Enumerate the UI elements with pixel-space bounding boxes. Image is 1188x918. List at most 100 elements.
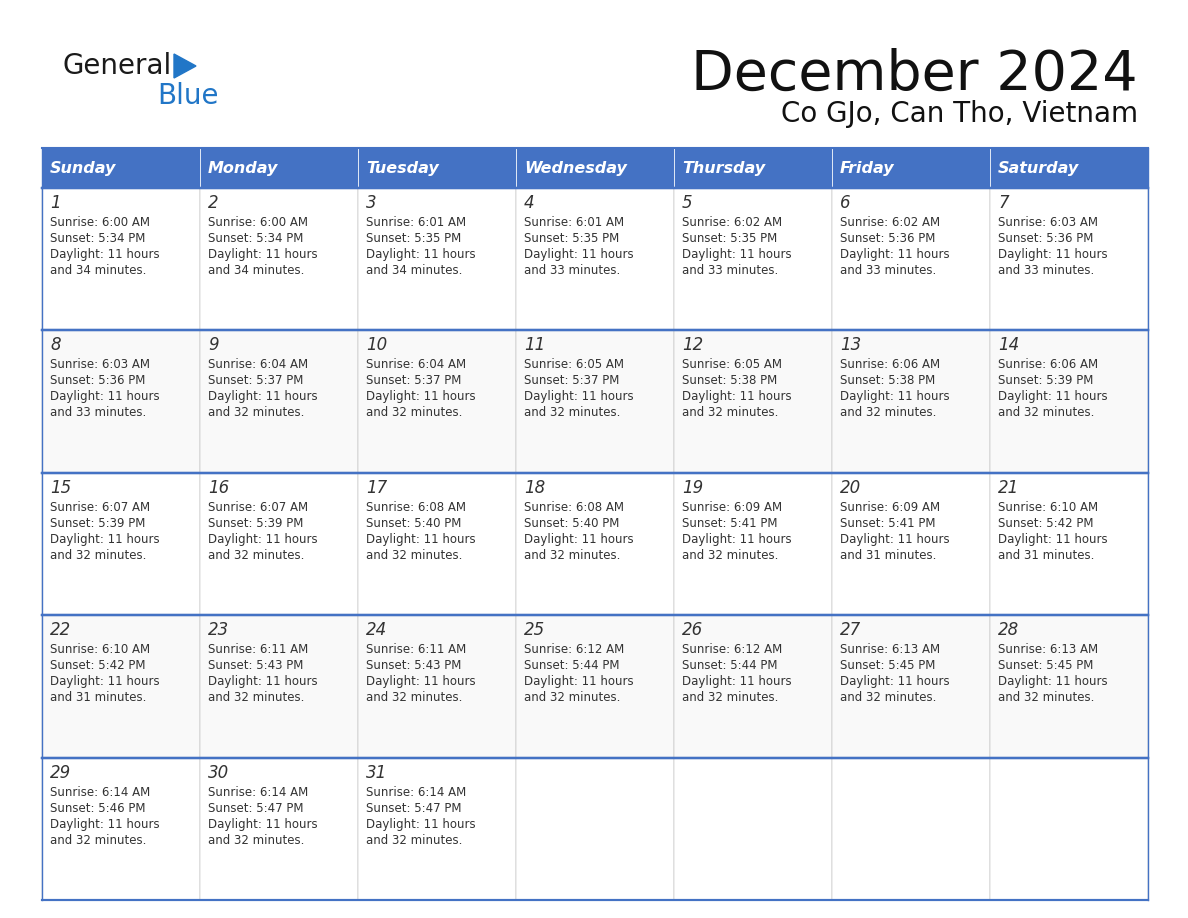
Text: 15: 15 — [50, 479, 71, 497]
Text: Sunrise: 6:11 AM: Sunrise: 6:11 AM — [366, 644, 466, 656]
Text: Sunset: 5:42 PM: Sunset: 5:42 PM — [50, 659, 145, 672]
Text: 13: 13 — [840, 336, 861, 354]
Text: 20: 20 — [840, 479, 861, 497]
Text: and 32 minutes.: and 32 minutes. — [208, 834, 304, 846]
Text: 10: 10 — [366, 336, 387, 354]
Bar — [990, 188, 1148, 330]
Bar — [832, 330, 990, 473]
Bar — [358, 757, 516, 900]
Text: Thursday: Thursday — [682, 161, 765, 175]
Text: 31: 31 — [366, 764, 387, 781]
Bar — [200, 473, 358, 615]
Text: Sunrise: 6:06 AM: Sunrise: 6:06 AM — [840, 358, 940, 372]
Text: Sunday: Sunday — [50, 161, 116, 175]
Bar — [516, 615, 674, 757]
Text: and 32 minutes.: and 32 minutes. — [50, 549, 146, 562]
Text: Sunrise: 6:07 AM: Sunrise: 6:07 AM — [208, 501, 308, 514]
Text: Sunrise: 6:03 AM: Sunrise: 6:03 AM — [50, 358, 150, 372]
Bar — [200, 188, 358, 330]
Text: 23: 23 — [208, 621, 229, 639]
Text: 4: 4 — [524, 194, 535, 212]
Text: and 32 minutes.: and 32 minutes. — [524, 549, 620, 562]
Text: Sunset: 5:38 PM: Sunset: 5:38 PM — [682, 375, 777, 387]
Text: Daylight: 11 hours: Daylight: 11 hours — [840, 248, 949, 261]
Bar — [990, 757, 1148, 900]
Text: Daylight: 11 hours: Daylight: 11 hours — [208, 818, 317, 831]
Text: Sunrise: 6:00 AM: Sunrise: 6:00 AM — [208, 216, 308, 229]
Text: Daylight: 11 hours: Daylight: 11 hours — [208, 676, 317, 688]
Text: and 33 minutes.: and 33 minutes. — [840, 264, 936, 277]
Text: Sunset: 5:41 PM: Sunset: 5:41 PM — [840, 517, 935, 530]
Text: and 31 minutes.: and 31 minutes. — [50, 691, 146, 704]
Text: Sunset: 5:34 PM: Sunset: 5:34 PM — [208, 232, 303, 245]
Text: Daylight: 11 hours: Daylight: 11 hours — [366, 818, 475, 831]
Text: 14: 14 — [998, 336, 1019, 354]
Text: 9: 9 — [208, 336, 219, 354]
Bar — [516, 757, 674, 900]
Text: Daylight: 11 hours: Daylight: 11 hours — [366, 532, 475, 546]
Text: 24: 24 — [366, 621, 387, 639]
Text: Blue: Blue — [157, 82, 219, 110]
Text: 27: 27 — [840, 621, 861, 639]
Text: Sunset: 5:45 PM: Sunset: 5:45 PM — [840, 659, 935, 672]
Text: and 32 minutes.: and 32 minutes. — [366, 834, 462, 846]
Text: December 2024: December 2024 — [691, 48, 1138, 102]
Bar — [42, 473, 200, 615]
Text: Sunrise: 6:14 AM: Sunrise: 6:14 AM — [208, 786, 308, 799]
Text: Daylight: 11 hours: Daylight: 11 hours — [998, 532, 1107, 546]
Polygon shape — [173, 54, 196, 78]
Text: Sunset: 5:43 PM: Sunset: 5:43 PM — [366, 659, 461, 672]
Text: Sunset: 5:43 PM: Sunset: 5:43 PM — [208, 659, 303, 672]
Text: Sunset: 5:37 PM: Sunset: 5:37 PM — [366, 375, 461, 387]
Text: Wednesday: Wednesday — [524, 161, 627, 175]
Bar — [674, 188, 832, 330]
Text: Sunset: 5:40 PM: Sunset: 5:40 PM — [366, 517, 461, 530]
Text: and 32 minutes.: and 32 minutes. — [840, 407, 936, 420]
Text: and 34 minutes.: and 34 minutes. — [208, 264, 304, 277]
Text: 3: 3 — [366, 194, 377, 212]
Bar — [674, 615, 832, 757]
Text: General: General — [62, 52, 171, 80]
Bar — [200, 330, 358, 473]
Text: and 32 minutes.: and 32 minutes. — [208, 691, 304, 704]
Text: and 32 minutes.: and 32 minutes. — [366, 691, 462, 704]
Text: 26: 26 — [682, 621, 703, 639]
Bar — [200, 615, 358, 757]
Text: Friday: Friday — [840, 161, 895, 175]
Bar — [358, 615, 516, 757]
Text: Sunset: 5:47 PM: Sunset: 5:47 PM — [208, 801, 303, 814]
Text: Daylight: 11 hours: Daylight: 11 hours — [50, 390, 159, 403]
Bar — [42, 188, 200, 330]
Text: and 34 minutes.: and 34 minutes. — [50, 264, 146, 277]
Text: Sunset: 5:36 PM: Sunset: 5:36 PM — [998, 232, 1093, 245]
Text: Daylight: 11 hours: Daylight: 11 hours — [682, 532, 791, 546]
Text: Sunrise: 6:11 AM: Sunrise: 6:11 AM — [208, 644, 308, 656]
Text: Daylight: 11 hours: Daylight: 11 hours — [840, 390, 949, 403]
Text: Sunset: 5:41 PM: Sunset: 5:41 PM — [682, 517, 777, 530]
Text: Sunrise: 6:13 AM: Sunrise: 6:13 AM — [840, 644, 940, 656]
Text: and 32 minutes.: and 32 minutes. — [366, 407, 462, 420]
Text: Daylight: 11 hours: Daylight: 11 hours — [366, 248, 475, 261]
Text: and 32 minutes.: and 32 minutes. — [682, 549, 778, 562]
Text: Daylight: 11 hours: Daylight: 11 hours — [366, 390, 475, 403]
Text: Sunrise: 6:09 AM: Sunrise: 6:09 AM — [682, 501, 782, 514]
Text: Sunset: 5:39 PM: Sunset: 5:39 PM — [998, 375, 1093, 387]
Text: Sunrise: 6:05 AM: Sunrise: 6:05 AM — [524, 358, 624, 372]
Text: Daylight: 11 hours: Daylight: 11 hours — [50, 676, 159, 688]
Text: Sunset: 5:35 PM: Sunset: 5:35 PM — [682, 232, 777, 245]
Bar — [200, 757, 358, 900]
Text: Sunrise: 6:14 AM: Sunrise: 6:14 AM — [50, 786, 150, 799]
Text: and 32 minutes.: and 32 minutes. — [524, 691, 620, 704]
Text: 1: 1 — [50, 194, 61, 212]
Text: Sunrise: 6:00 AM: Sunrise: 6:00 AM — [50, 216, 150, 229]
Text: and 32 minutes.: and 32 minutes. — [524, 407, 620, 420]
Text: Sunset: 5:36 PM: Sunset: 5:36 PM — [840, 232, 935, 245]
Text: Daylight: 11 hours: Daylight: 11 hours — [524, 676, 633, 688]
Text: and 32 minutes.: and 32 minutes. — [840, 691, 936, 704]
Text: Sunrise: 6:08 AM: Sunrise: 6:08 AM — [524, 501, 624, 514]
Text: Saturday: Saturday — [998, 161, 1079, 175]
Text: 5: 5 — [682, 194, 693, 212]
Bar — [674, 757, 832, 900]
Text: Sunrise: 6:09 AM: Sunrise: 6:09 AM — [840, 501, 940, 514]
Text: and 31 minutes.: and 31 minutes. — [840, 549, 936, 562]
